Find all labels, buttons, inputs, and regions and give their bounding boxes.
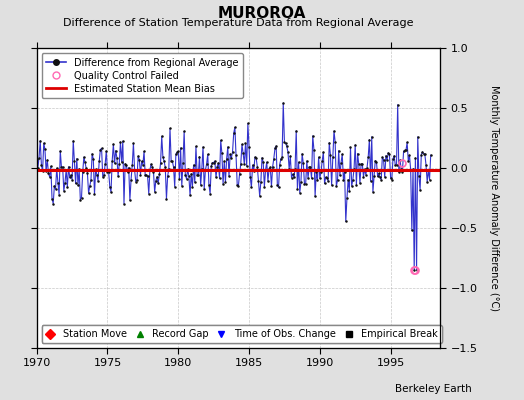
Text: MUROROA: MUROROA (218, 6, 306, 21)
Title: Difference of Station Temperature Data from Regional Average: Difference of Station Temperature Data f… (63, 18, 413, 28)
Text: Berkeley Earth: Berkeley Earth (395, 384, 472, 394)
Y-axis label: Monthly Temperature Anomaly Difference (°C): Monthly Temperature Anomaly Difference (… (489, 85, 499, 311)
Legend: Station Move, Record Gap, Time of Obs. Change, Empirical Break: Station Move, Record Gap, Time of Obs. C… (41, 325, 442, 343)
